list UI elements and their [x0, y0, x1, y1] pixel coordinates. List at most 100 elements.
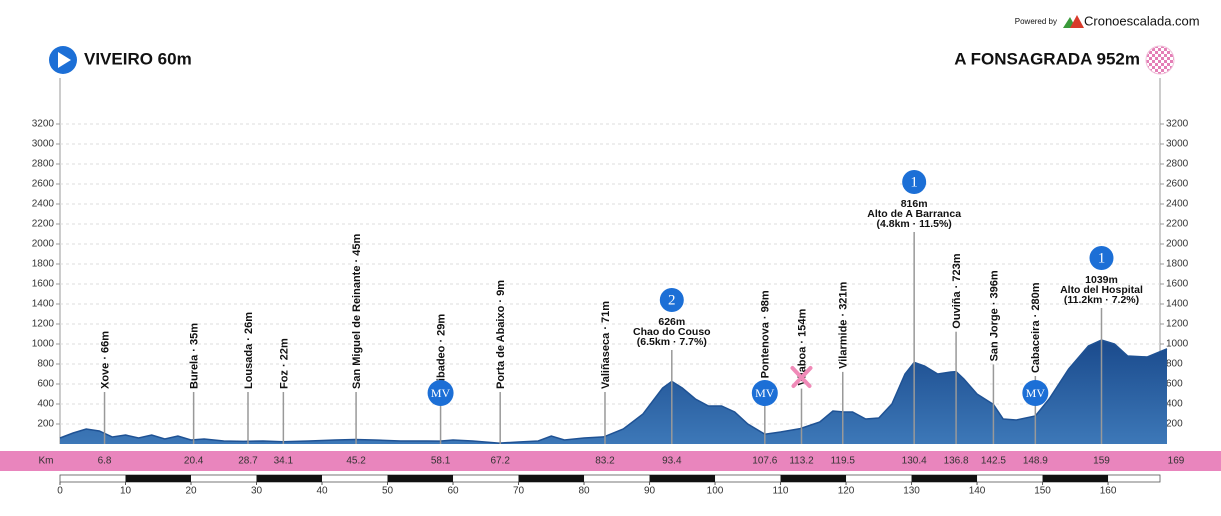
km-label: 58.1: [431, 456, 451, 467]
x-tick-label: 0: [57, 486, 63, 497]
sprint-badge: [427, 380, 454, 406]
y-tick-label-right: 200: [1166, 419, 1183, 430]
km-label: 6.8: [98, 456, 112, 467]
km-label: 142.5: [981, 456, 1006, 467]
y-tick-label-right: 1200: [1166, 319, 1189, 330]
climb-details: (6.5km · 7.7%): [637, 336, 707, 348]
km-label: 28.7: [238, 456, 258, 467]
feed-zone-icon: [790, 366, 813, 388]
climb-category: 1: [1098, 250, 1106, 266]
x-tick-label: 150: [1034, 486, 1051, 497]
profile-fill: [60, 340, 1167, 444]
waypoint-label: Porta de Abaixo · 9m: [495, 280, 507, 389]
scale-segment: [649, 475, 716, 482]
scale-segment: [780, 475, 847, 482]
x-tick-label: 120: [838, 486, 855, 497]
waypoint-label: Cabaceira · 280m: [1030, 282, 1042, 373]
scale-segment: [1042, 475, 1109, 482]
finish-label: A FONSAGRADA 952m: [954, 49, 1140, 68]
y-tick-label: 1400: [32, 299, 55, 310]
brand-logo: [1063, 15, 1084, 28]
y-tick-label: 200: [37, 419, 54, 430]
x-tick-label: 30: [251, 486, 263, 497]
y-tick-label: 2000: [32, 239, 55, 250]
y-tick-label-right: 3200: [1166, 119, 1189, 130]
km-label: 67.2: [490, 456, 510, 467]
km-label: 136.8: [944, 456, 969, 467]
sprint-label: MV: [755, 386, 775, 400]
waypoint-label: Burela · 35m: [189, 323, 201, 389]
scale-segment: [911, 475, 978, 482]
y-tick-label: 1600: [32, 279, 55, 290]
y-tick-label: 3200: [32, 119, 55, 130]
km-label: 119.5: [831, 456, 856, 467]
climb-badge: [902, 170, 927, 194]
climb-altitude: 816m: [901, 198, 928, 210]
y-tick-label-right: 800: [1166, 359, 1183, 370]
y-tick-label: 2200: [32, 219, 55, 230]
waypoint-label: Ouviña · 723m: [951, 253, 963, 328]
x-tick-label: 10: [120, 486, 132, 497]
x-tick-label: 50: [382, 486, 394, 497]
finish-icon: [1145, 45, 1175, 75]
y-tick-label: 2800: [32, 159, 55, 170]
km-label: 130.4: [902, 456, 927, 467]
start-label: VIVEIRO 60m: [84, 49, 192, 68]
climb-category: 2: [668, 292, 676, 308]
x-tick-label: 100: [707, 486, 724, 497]
start-icon: [49, 46, 77, 74]
sprint-label: MV: [431, 386, 451, 400]
y-tick-label: 2400: [32, 199, 55, 210]
km-label: 20.4: [184, 456, 204, 467]
y-tick-label: 1200: [32, 319, 55, 330]
km-label: 34.1: [274, 456, 294, 467]
x-tick-label: 140: [969, 486, 986, 497]
y-tick-label: 3000: [32, 139, 55, 150]
profile-line: [59, 339, 1168, 444]
climb-altitude: 1039m: [1085, 274, 1118, 286]
credit: Powered by: [1015, 17, 1057, 26]
y-tick-label-right: 1600: [1166, 279, 1189, 290]
x-tick-label: 20: [185, 486, 197, 497]
climb-details: (4.8km · 11.5%): [877, 218, 952, 230]
waypoint-label: Lousada · 26m: [243, 312, 255, 389]
feed-knife: [791, 366, 813, 388]
waypoint-label: San Miguel de Reinante · 45m: [351, 234, 363, 389]
waypoint-label: San Jorge · 396m: [988, 270, 1000, 361]
waypoint-label: Valiñaseca · 71m: [600, 301, 612, 389]
y-tick-label: 400: [37, 399, 54, 410]
brand[interactable]: Cronoescalada.com: [1084, 13, 1200, 28]
y-tick-label-right: 2000: [1166, 239, 1189, 250]
climb-badge: [659, 288, 684, 312]
km-axis-label: Km: [39, 456, 54, 467]
y-tick-label-right: 1800: [1166, 259, 1189, 270]
x-tick-label: 80: [578, 486, 590, 497]
x-tick-label: 70: [513, 486, 525, 497]
y-tick-label-right: 1400: [1166, 299, 1189, 310]
y-tick-label-right: 2600: [1166, 179, 1189, 190]
waypoint-label: Xove · 66m: [99, 331, 111, 389]
scale-segment: [125, 475, 192, 482]
y-tick-label-right: 400: [1166, 399, 1183, 410]
y-tick-label: 1000: [32, 339, 55, 350]
y-tick-label: 1800: [32, 259, 55, 270]
km-label: 113.2: [789, 456, 814, 467]
km-label: 107.6: [752, 456, 777, 467]
sprint-label: MV: [1026, 386, 1046, 400]
waypoint-label: Ribadeo · 29m: [435, 314, 447, 389]
y-tick-label-right: 600: [1166, 379, 1183, 390]
y-tick-label-right: 1000: [1166, 339, 1189, 350]
y-tick-label: 2600: [32, 179, 55, 190]
y-tick-label-right: 3000: [1166, 139, 1189, 150]
waypoint-label: Foz · 22m: [278, 338, 290, 389]
scale-frame: [59, 474, 1161, 483]
climb-category: 1: [910, 174, 918, 190]
y-tick-label: 800: [37, 359, 54, 370]
y-tick-label: 600: [37, 379, 54, 390]
climb-name: Alto del Hospital: [1060, 284, 1143, 296]
x-tick-label: 110: [773, 486, 789, 497]
km-label: 159: [1093, 456, 1110, 467]
km-band: [0, 451, 1221, 471]
